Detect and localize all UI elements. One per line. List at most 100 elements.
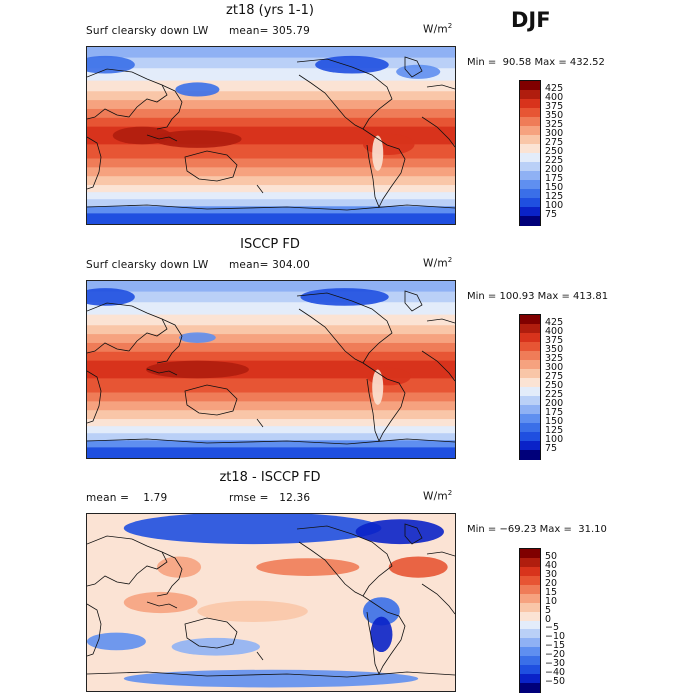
field-anomaly [171,637,260,656]
coastlines [87,56,455,211]
colorbar-swatch [520,135,540,145]
panel-2-map-svg [87,281,455,458]
colorbar-swatch [520,557,540,568]
field-band [87,192,455,200]
colorbar-tick-label: 75 [545,443,558,454]
field-anomaly [87,55,135,74]
field-band [87,325,455,335]
colorbar-tick-label: 175 [545,407,564,418]
colorbar-swatch [520,683,540,693]
colorbar-swatch [520,90,540,100]
colorbar-swatch [520,656,540,666]
colorbar-tick-label: 300 [545,128,564,139]
colorbar-tick-label: −50 [545,676,566,688]
colorbar-swatch [520,198,540,208]
colorbar-tick-label: 425 [545,317,564,328]
coastline-segment [256,418,264,428]
colorbar-tick-label: −20 [545,649,566,661]
panel-3-map [86,513,456,692]
field-band [87,158,455,168]
coastline-segment [421,583,455,615]
coastline-segment [184,617,238,649]
coastline-segment [87,302,168,354]
colorbar-swatch [520,441,540,451]
colorbar-swatch [520,162,540,172]
colorbar-swatch [520,549,540,559]
field-anomaly [123,669,419,688]
coastline-segment [184,150,238,182]
coastline-segment [87,535,168,587]
coastline-segment [426,84,455,90]
colorbar-swatch [520,414,540,424]
panel-3-mean: mean = 1.79 [86,492,168,504]
panel-1-map [86,46,456,225]
panel-3-colorbar [519,548,541,693]
field-band [87,117,455,128]
colorbar-tick-label: 350 [545,344,564,355]
colorbar-tick-label: 100 [545,200,564,211]
field-anomaly [197,600,308,622]
field-band [87,314,455,326]
coastline-segment [296,525,393,597]
colorbar-tick-label: −30 [545,658,566,670]
colorbar-tick-label: 375 [545,335,564,346]
field-band [87,426,455,434]
field-anomaly [363,133,415,155]
coastline-segment [404,290,423,312]
panel-3-map-svg [87,514,455,691]
colorbar-swatch [520,432,540,442]
field-anomaly [256,558,360,576]
colorbar-swatch [520,665,540,675]
field-band [87,199,455,207]
coastline-segment [256,651,264,661]
colorbar-tick-label: 325 [545,119,564,130]
colorbar-swatch [520,360,540,370]
colorbar-swatch [520,351,540,361]
field-anomaly [112,126,172,145]
colorbar-swatch [520,566,540,577]
colorbar-tick-label: 50 [545,550,558,562]
colorbar-swatch [520,575,540,586]
colorbar-swatch [520,126,540,136]
panel-2-mean: mean= 304.00 [229,259,311,271]
coastline-segment [362,362,406,442]
colorbar-swatch [520,369,540,379]
colorbar-swatch [520,387,540,397]
colorbar-tick-label: 125 [545,425,564,436]
field-band [87,47,455,59]
colorbar-swatch [520,674,540,684]
field-band [87,419,455,427]
colorbar-swatch [520,638,540,648]
colorbar-tick-label: 40 [545,559,558,571]
coastline-segment [146,368,178,376]
colorbar-swatch [520,108,540,118]
field-band [87,401,455,411]
colorbar-tick-label: 225 [545,155,564,166]
coastline-segment [184,384,238,416]
season-label: DJF [511,8,551,32]
coastline-segment [156,84,183,130]
colorbar-swatch [520,405,540,415]
panel-1-field-label: Surf clearsky down LW [86,25,209,37]
panel-3-rmse: rmse = 12.36 [229,492,311,504]
colorbar-swatch [520,315,540,325]
field-anomaly [300,288,389,306]
panel-3-title: zt18 - ISCCP FD [219,470,321,485]
coastline-segment [87,671,455,678]
colorbar-tick-label: 225 [545,389,564,400]
field-band [87,378,455,394]
colorbar-tick-label: 75 [545,209,558,220]
colorbar-tick-label: 375 [545,101,564,112]
colorbar-tick-label: 5 [545,604,552,616]
colorbar-swatch [520,611,540,621]
field-anomaly [363,597,400,626]
panel-1-title: zt18 (yrs 1-1) [226,3,314,18]
colorbar-swatch [520,593,540,604]
units-text: W/m [423,490,448,503]
field-anomaly [396,64,441,79]
colorbar-swatch [520,189,540,199]
field-anomaly [123,514,382,545]
colorbar-tick-label: 400 [545,326,564,337]
field-anomaly [175,82,220,97]
field-anomaly [123,591,198,614]
